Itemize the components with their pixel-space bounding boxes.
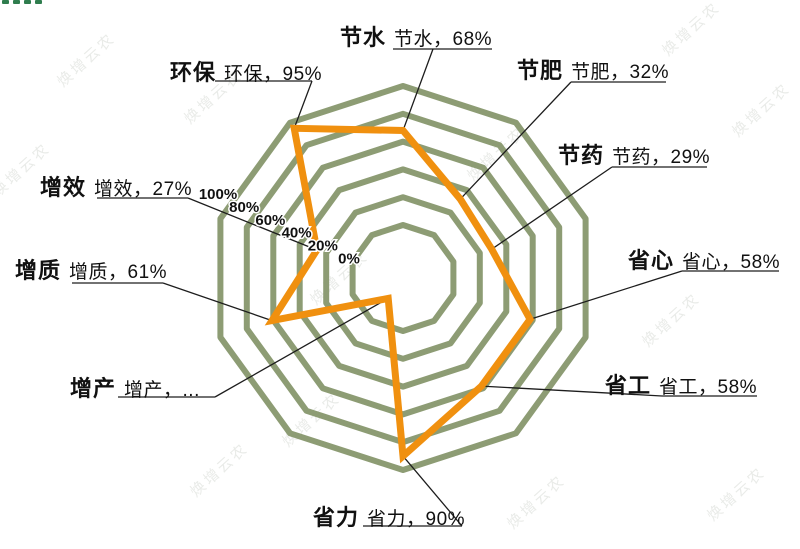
logo-mark-icon (2, 0, 9, 4)
axis-tick-label: 60% (255, 212, 285, 229)
leader-line-fertilizer-saving (459, 81, 666, 200)
grid-ring-40 (296, 166, 510, 390)
logo-mark-icon (13, 0, 20, 4)
grid-ring-100 (217, 83, 589, 473)
grid-ring-60 (270, 138, 536, 418)
axis-tick-label: 20% (308, 238, 338, 255)
logo-mark-icon (24, 0, 31, 4)
axis-tick-label: 80% (229, 199, 259, 216)
axis-tick-label: 40% (282, 225, 312, 242)
leader-line-water-saving (393, 48, 492, 131)
logo-mark-icon (35, 0, 42, 4)
logo-fragment (2, 0, 42, 4)
leader-line-labor-saving (481, 385, 757, 397)
grid-ring-0 (349, 222, 457, 334)
axis-tick-label: 0% (338, 251, 360, 268)
leader-line-yield-increase (118, 297, 389, 398)
grid-ring-20 (323, 194, 483, 362)
leader-line-efficiency-increase (97, 197, 318, 251)
leader-line-pesticide-saving (491, 166, 707, 250)
leader-line-quality-increase (72, 282, 273, 322)
leader-line-worry-saving (529, 270, 779, 320)
leader-line-eco-friendly (215, 80, 313, 129)
axis-tick-label: 100% (199, 186, 237, 203)
data-series-polygon (264, 124, 535, 464)
leader-line-effort-saving (363, 455, 463, 527)
grid-ring-80 (243, 110, 563, 446)
